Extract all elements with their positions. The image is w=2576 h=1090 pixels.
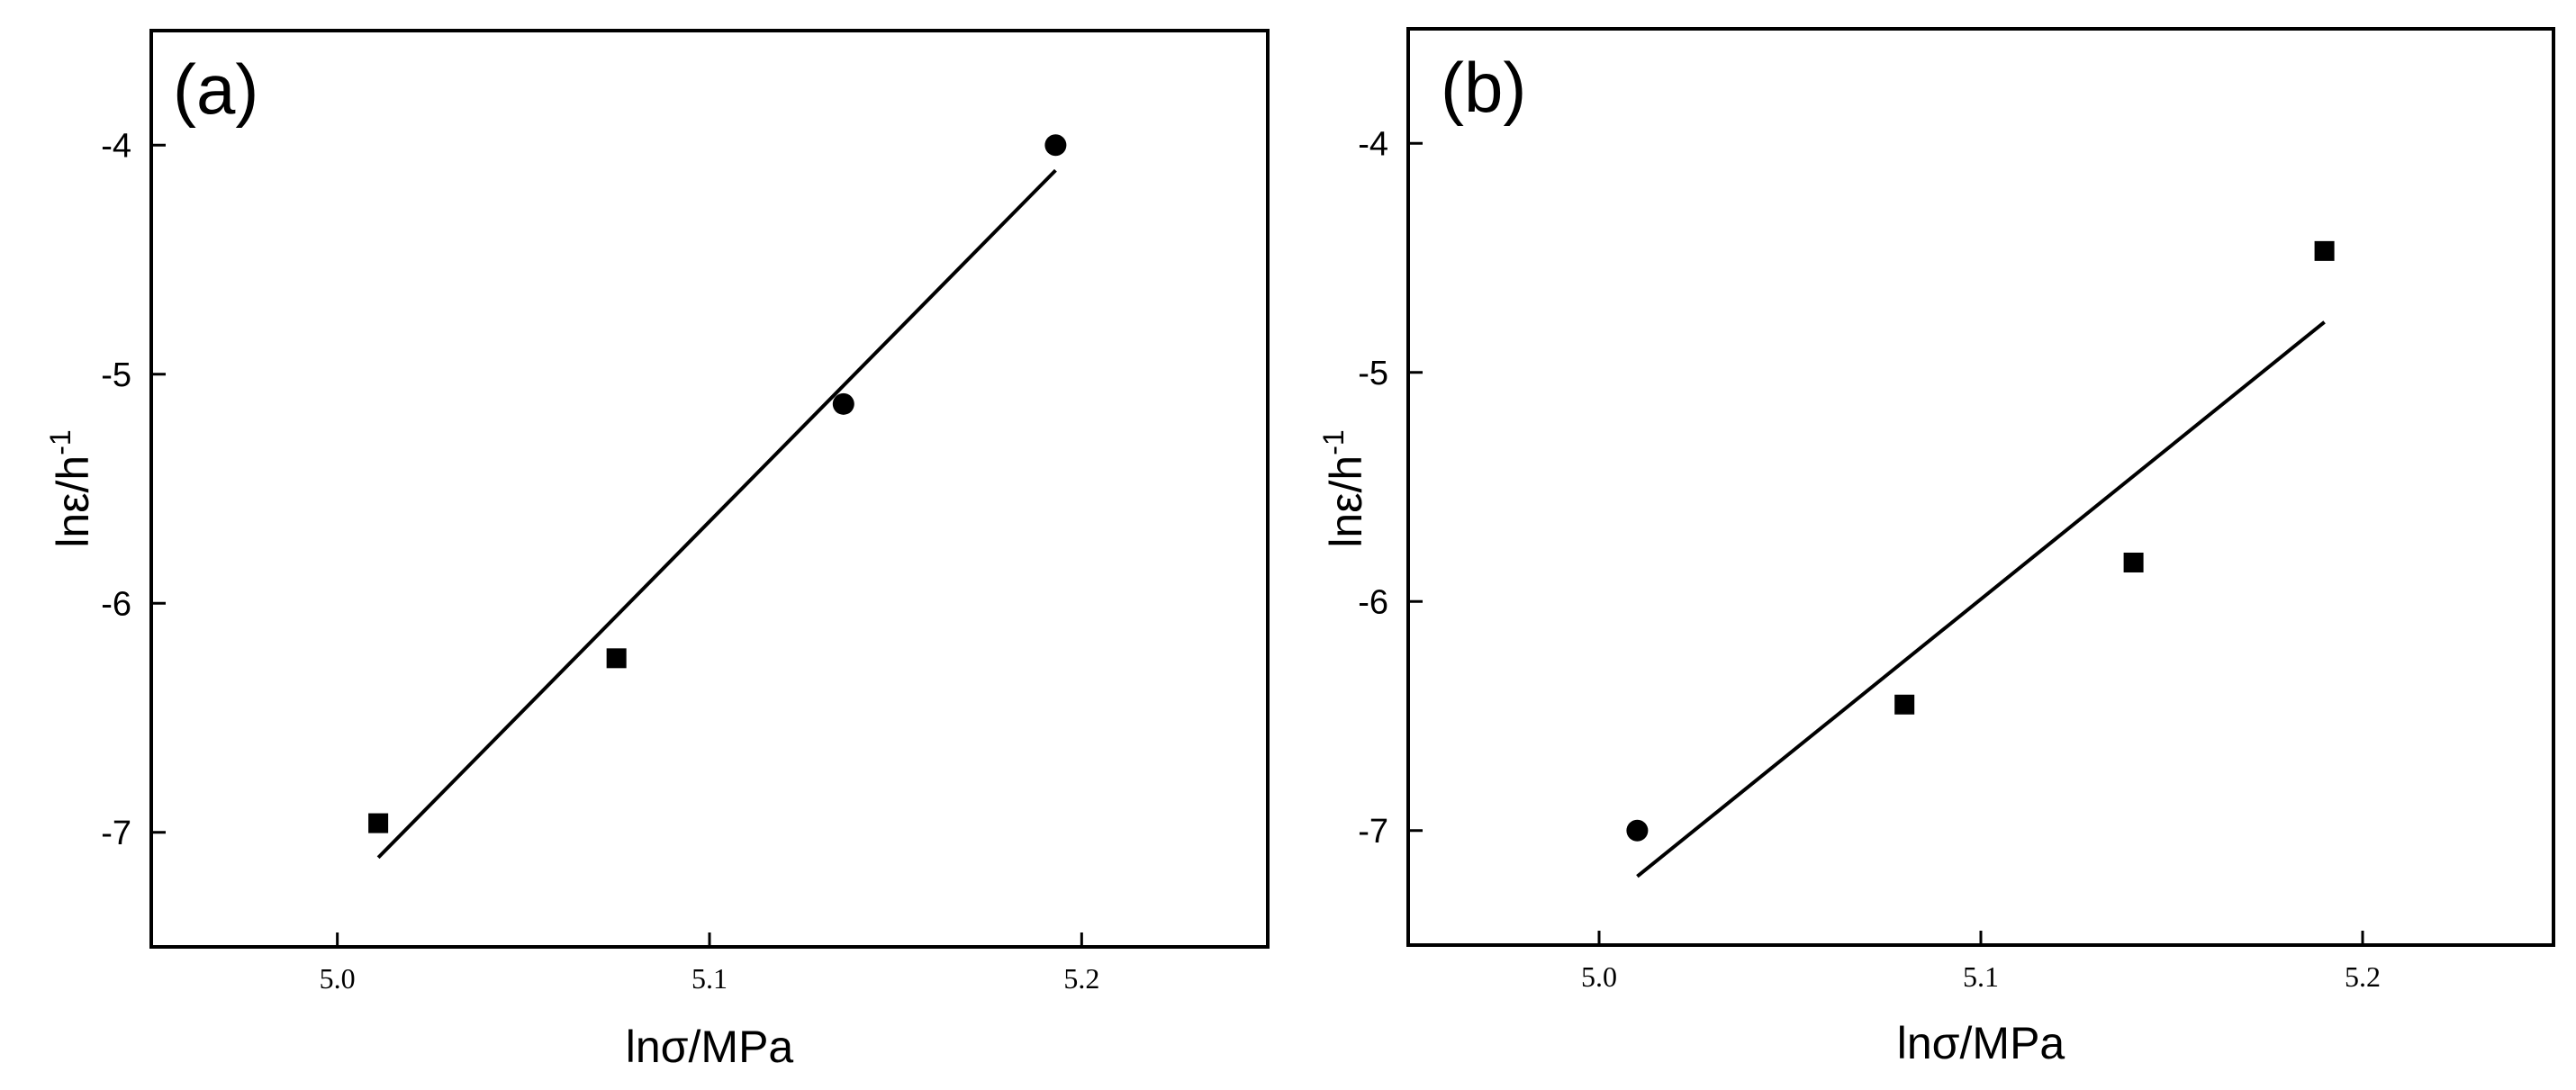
x-axis-label-b: lnσ/MPa: [1897, 1018, 2065, 1068]
data-points-b: [1626, 240, 2335, 842]
y-tick-label-b-0: -7: [1358, 813, 1388, 851]
plot-frame-a: [149, 29, 1270, 949]
data-point-a-0: [368, 813, 389, 833]
y-axis-label-b-sup: -1: [1317, 429, 1350, 455]
y-axis-label-a-main: lnε/h: [48, 455, 98, 548]
y-tick-label-a-2: -5: [101, 356, 131, 394]
y-axis-label-b: lnε/h-1: [1317, 429, 1371, 547]
chart-panel-b: (b) 5.0 5.1 5.2 -7 -6 -5 -4 lnσ/MPa lnε/h-1: [1317, 27, 2555, 1068]
y-tick-label-b-2: -5: [1358, 355, 1388, 392]
y-axis-label-a-sup: -1: [44, 429, 77, 455]
y-tick-label-a-3: -4: [101, 127, 131, 165]
data-point-a-1: [606, 648, 627, 669]
y-axis-label-a: lnε/h-1: [44, 429, 98, 547]
fit-line-a: [376, 168, 1057, 860]
ticks-a: 5.0 5.1 5.2 -7 -6 -5 -4: [101, 127, 1099, 995]
x-tick-label-a-0: 5.0: [320, 962, 356, 995]
y-axis-label-b-main: lnε/h: [1321, 455, 1371, 548]
plot-frame-b: [1406, 27, 2555, 947]
data-point-b-0: [1626, 819, 1649, 842]
x-tick-label-b-2: 5.2: [2345, 960, 2381, 993]
data-point-b-2: [2123, 552, 2144, 572]
data-points-a: [368, 134, 1067, 833]
data-point-a-2: [832, 392, 854, 415]
data-point-a-3: [1044, 134, 1067, 157]
data-point-b-3: [2314, 240, 2335, 261]
y-tick-label-b-1: -6: [1358, 583, 1388, 621]
panel-label-a: (a): [173, 50, 258, 129]
x-tick-label-b-1: 5.1: [1963, 960, 1999, 993]
fit-line-b: [1636, 320, 2326, 878]
ticks-b: 5.0 5.1 5.2 -7 -6 -5 -4: [1358, 125, 2381, 993]
x-tick-label-b-0: 5.0: [1581, 960, 1617, 993]
y-tick-label-b-3: -4: [1358, 125, 1388, 163]
x-axis-label-a: lnσ/MPa: [626, 1022, 794, 1072]
chart-panel-a: (a) 5.0 5.1 5.2 -7 -6 -5 -4 lnσ/MPa lnε/h-1: [44, 29, 1270, 1072]
data-point-b-1: [1894, 694, 1915, 715]
y-tick-label-a-1: -6: [101, 585, 131, 623]
panel-label-b: (b): [1441, 48, 1526, 127]
x-tick-label-a-2: 5.2: [1063, 962, 1099, 995]
x-tick-label-a-1: 5.1: [691, 962, 728, 995]
y-tick-label-a-0: -7: [101, 815, 131, 852]
